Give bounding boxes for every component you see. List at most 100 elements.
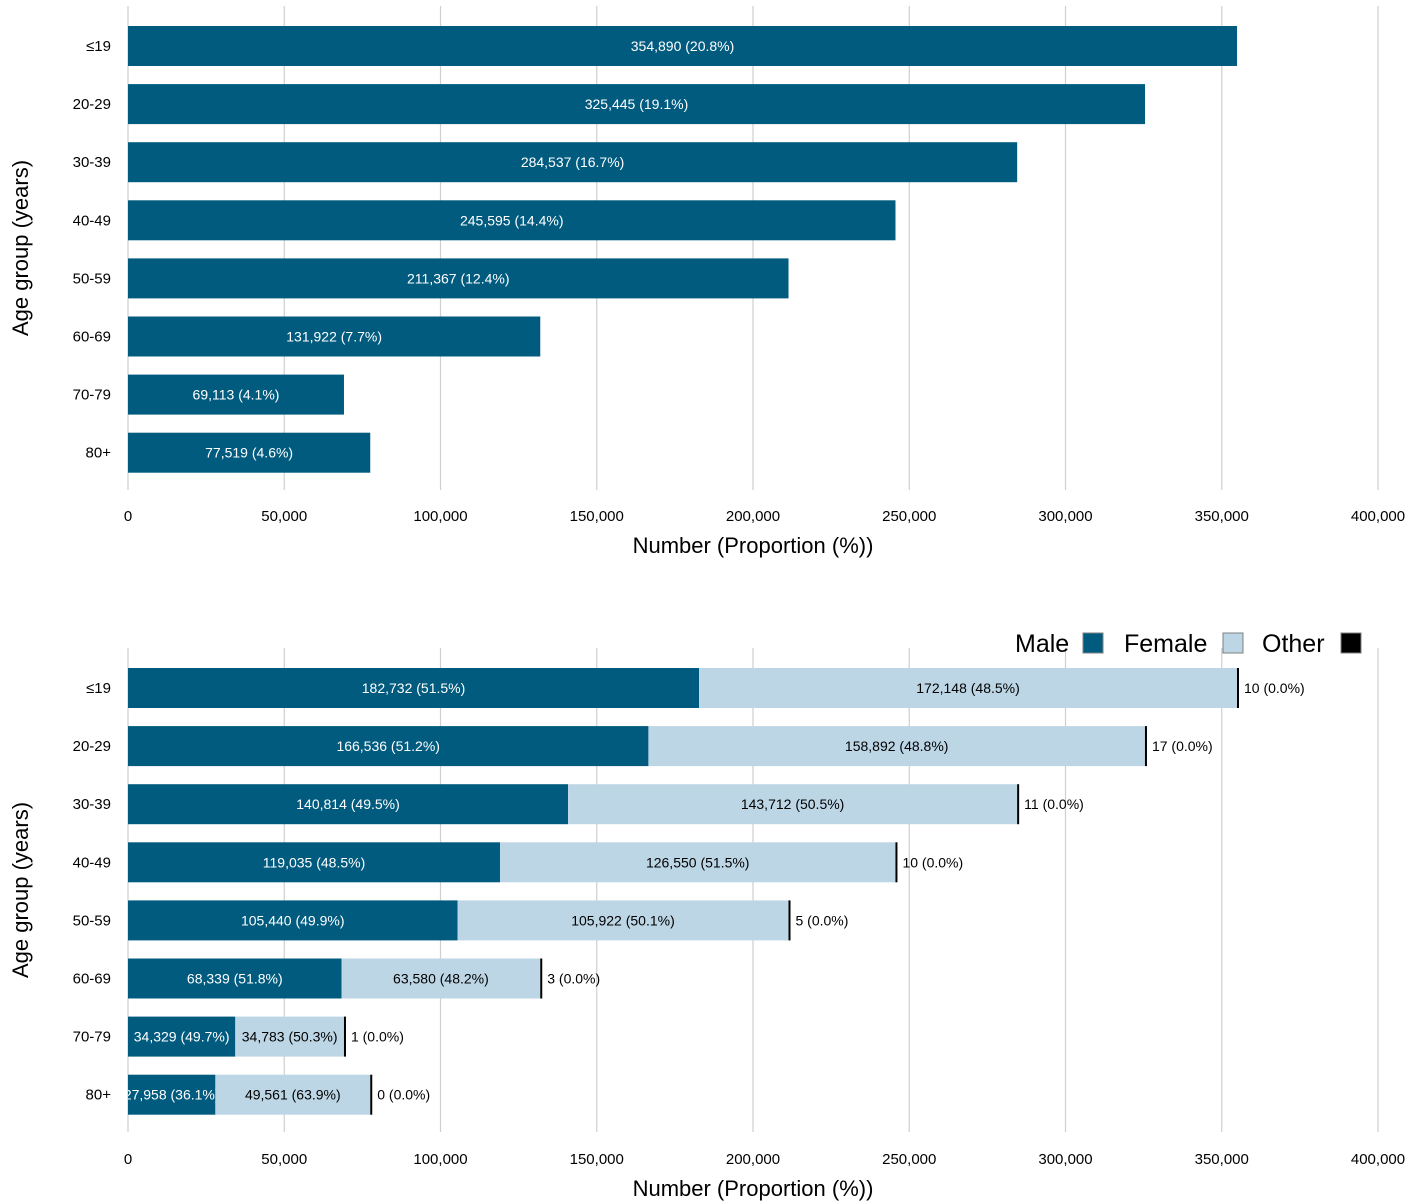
bar-segment-male <box>128 842 500 883</box>
x-tick-label: 300,000 <box>1038 508 1092 525</box>
bar-data-label-other: 0 (0.0%) <box>377 1087 430 1103</box>
y-tick-label: 30-39 <box>73 154 111 171</box>
bar-segment-male <box>128 900 458 941</box>
bar-data-label-female: 158,892 (48.8%) <box>845 738 949 754</box>
bar-segment-female <box>499 842 896 883</box>
bar <box>128 432 371 473</box>
bar-data-label-male: 119,035 (48.5%) <box>263 854 365 870</box>
y-tick-label: ≤19 <box>86 38 111 55</box>
x-tick-label: 0 <box>124 508 132 525</box>
bar <box>128 316 541 357</box>
bar-data-label-male: 68,339 (51.8%) <box>187 971 283 987</box>
bar-data-label-female: 143,712 (50.5%) <box>741 796 845 812</box>
y-tick-label: 40-49 <box>73 212 111 229</box>
bar-data-label-other: 11 (0.0%) <box>1024 796 1084 812</box>
bar-segment-male <box>128 726 649 767</box>
bar-data-label-female: 172,148 (48.5%) <box>916 680 1020 696</box>
bar-data-label-other: 1 (0.0%) <box>351 1029 404 1045</box>
bar-data-label: 325,445 (19.1%) <box>585 96 689 112</box>
bar-segment-female <box>699 668 1237 708</box>
bar-segment-other <box>370 1074 373 1115</box>
bar-data-label-other: 10 (0.0%) <box>1244 680 1305 696</box>
chart-2: 0 50,000 100,000 150,000 200,000 250,000 300,0… <box>8 630 1405 1201</box>
chart-1: 0 50,000 100,000 150,000 200,000 250,000 300,0… <box>8 6 1405 558</box>
bar <box>128 142 1018 183</box>
bar-data-label-male: 140,814 (49.5%) <box>296 796 400 812</box>
bar <box>128 84 1146 125</box>
x-tick-label: 100,000 <box>413 508 467 525</box>
y-tick-label: 70-79 <box>73 1029 111 1046</box>
bar-data-label-male: 34,329 (49.7%) <box>134 1029 230 1045</box>
bar-data-label-female: 126,550 (51.5%) <box>646 854 750 870</box>
x-tick-label: 150,000 <box>570 508 624 525</box>
bar-segment-female <box>568 784 1018 825</box>
bar-segment-other <box>788 900 791 941</box>
bar <box>128 258 789 299</box>
bar-segment-male <box>128 668 700 708</box>
y-tick-label: 30-39 <box>73 796 111 813</box>
bar-segment-other <box>1144 726 1147 767</box>
x-tick-label: 50,000 <box>261 1151 307 1168</box>
legend: Male Female Other <box>1015 630 1362 658</box>
bar-segment-male <box>128 1074 216 1115</box>
bar-data-label-female: 63,580 (48.2%) <box>393 971 489 987</box>
bar-data-label-other: 3 (0.0%) <box>547 971 600 987</box>
x-tick-label: 250,000 <box>882 1151 936 1168</box>
bar-segment-female <box>235 1016 344 1057</box>
x-tick-label: 150,000 <box>570 1151 624 1168</box>
bar <box>128 26 1238 66</box>
bar-data-label: 354,890 (20.8%) <box>631 38 735 54</box>
bar-data-label: 211,367 (12.4%) <box>407 270 509 286</box>
bar-data-label: 69,113 (4.1%) <box>193 387 280 403</box>
bar-data-label: 245,595 (14.4%) <box>460 212 564 228</box>
bar-data-label-male: 166,536 (51.2%) <box>336 738 440 754</box>
bar-data-label-female: 105,922 (50.1%) <box>571 912 675 928</box>
bar-segment-other <box>1237 668 1239 708</box>
bar-segment-female <box>648 726 1145 767</box>
y-tick-label: 40-49 <box>73 854 111 871</box>
bar-data-label-male: 182,732 (51.5%) <box>362 680 466 696</box>
bar-data-label-other: 5 (0.0%) <box>796 912 849 928</box>
bar <box>128 374 344 415</box>
bar-segment-male <box>128 1016 236 1057</box>
bar <box>128 200 896 241</box>
bar-segment-male <box>128 958 342 999</box>
x-tick-label: 200,000 <box>726 508 780 525</box>
x-axis-title: Number (Proportion (%)) <box>633 533 874 558</box>
x-tick-label: 100,000 <box>413 1151 467 1168</box>
legend-label-female: Female <box>1124 630 1207 658</box>
y-tick-label: 60-69 <box>73 329 111 346</box>
legend-swatch-female <box>1222 632 1244 654</box>
x-tick-label: 300,000 <box>1038 1151 1092 1168</box>
y-axis-title: Age group (years) <box>8 160 33 336</box>
y-tick-label: 80+ <box>86 445 112 462</box>
y-tick-label: ≤19 <box>86 680 111 697</box>
bar-data-label-other: 10 (0.0%) <box>902 854 963 870</box>
y-tick-label: 20-29 <box>73 738 111 755</box>
bar-segment-male <box>128 784 569 825</box>
bar-segment-other <box>540 958 543 999</box>
bar-data-label: 131,922 (7.7%) <box>286 329 382 345</box>
x-tick-label: 250,000 <box>882 508 936 525</box>
bar-data-label-male: 27,958 (36.1%) <box>124 1087 220 1103</box>
bar-data-label: 77,519 (4.6%) <box>205 445 293 461</box>
x-tick-label: 50,000 <box>261 508 307 525</box>
bar-data-label-female: 49,561 (63.9%) <box>245 1087 341 1103</box>
y-axis-title: Age group (years) <box>8 802 33 978</box>
x-tick-label: 400,000 <box>1351 508 1405 525</box>
y-tick-label: 50-59 <box>73 912 111 929</box>
bar-segment-other <box>343 1016 346 1057</box>
y-tick-label: 80+ <box>86 1087 112 1104</box>
y-tick-label: 50-59 <box>73 270 111 287</box>
legend-swatch-other <box>1340 632 1362 654</box>
x-tick-label: 350,000 <box>1195 508 1249 525</box>
bar-segment-female <box>341 958 541 999</box>
x-tick-label: 200,000 <box>726 1151 780 1168</box>
x-axis-title: Number (Proportion (%)) <box>633 1176 874 1201</box>
bar-data-label-male: 105,440 (49.9%) <box>241 912 345 928</box>
bar-segment-other <box>1017 784 1020 825</box>
bar-segment-female <box>457 900 789 941</box>
x-tick-label: 400,000 <box>1351 1151 1405 1168</box>
